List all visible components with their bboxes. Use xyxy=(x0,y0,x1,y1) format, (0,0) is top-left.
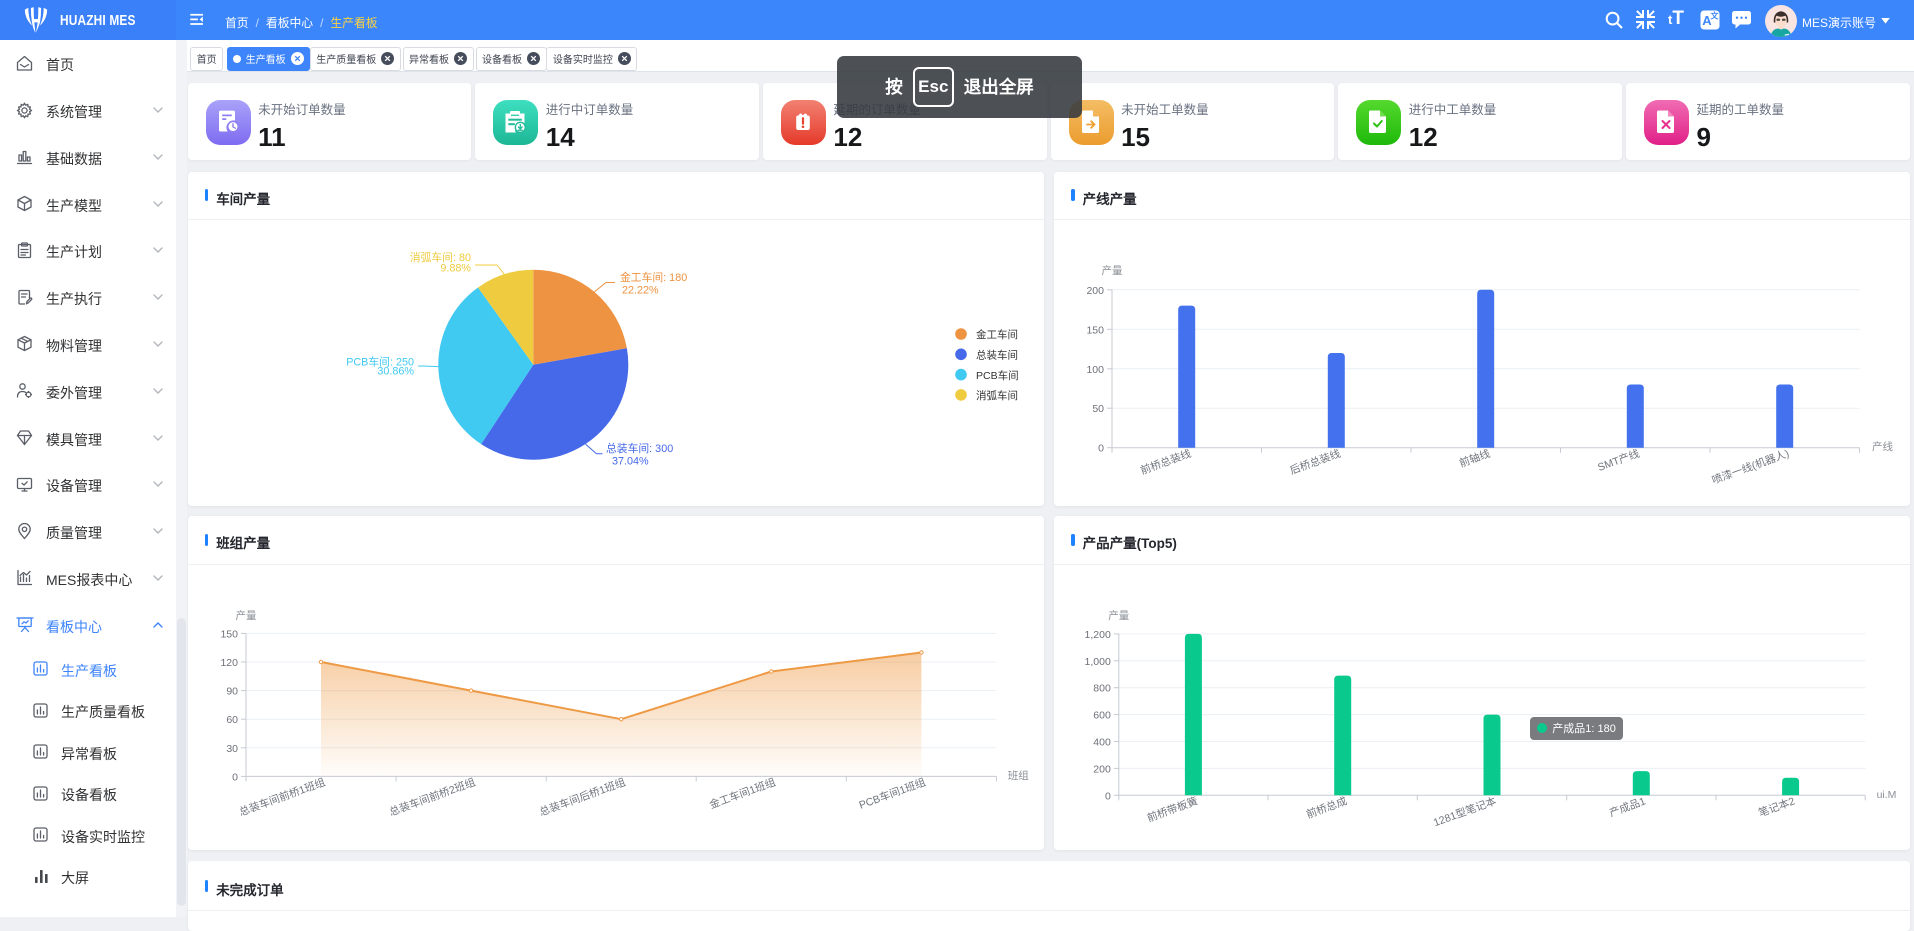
svg-text:400: 400 xyxy=(1093,737,1111,749)
svg-text:班组: 班组 xyxy=(1008,769,1029,782)
svg-text:产量: 产量 xyxy=(1108,609,1130,622)
svg-text:1,000: 1,000 xyxy=(1085,656,1111,668)
svg-text:产成品1: 产成品1 xyxy=(1607,794,1647,819)
svg-text:0: 0 xyxy=(1098,443,1104,455)
svg-text:A: A xyxy=(1702,13,1712,28)
svg-text:产线: 产线 xyxy=(1872,440,1894,453)
svg-text:120: 120 xyxy=(220,657,238,669)
svg-text:200: 200 xyxy=(1093,763,1111,775)
svg-text:90: 90 xyxy=(226,686,238,698)
svg-text:文: 文 xyxy=(1711,11,1720,21)
svg-text:200: 200 xyxy=(1086,285,1104,297)
svg-text:ui.M: ui.M xyxy=(1877,789,1897,801)
svg-text:前桥带板簧: 前桥带板簧 xyxy=(1145,794,1200,824)
svg-text:1281型笔记本: 1281型笔记本 xyxy=(1432,794,1499,829)
svg-text:150: 150 xyxy=(220,628,238,640)
svg-text:60: 60 xyxy=(226,714,238,726)
svg-text:0: 0 xyxy=(232,771,238,783)
svg-text:产量: 产量 xyxy=(236,609,257,622)
svg-text:1,200: 1,200 xyxy=(1085,629,1111,641)
svg-text:600: 600 xyxy=(1093,710,1111,722)
svg-text:800: 800 xyxy=(1093,683,1111,695)
svg-text:产量: 产量 xyxy=(1102,264,1124,277)
svg-text:50: 50 xyxy=(1092,403,1104,415)
svg-text:前桥总成: 前桥总成 xyxy=(1304,794,1349,821)
svg-text:0: 0 xyxy=(1105,790,1111,802)
svg-text:笔记本2: 笔记本2 xyxy=(1757,794,1797,819)
svg-text:30: 30 xyxy=(226,743,238,755)
svg-text:100: 100 xyxy=(1086,364,1104,376)
svg-text:150: 150 xyxy=(1086,324,1104,336)
